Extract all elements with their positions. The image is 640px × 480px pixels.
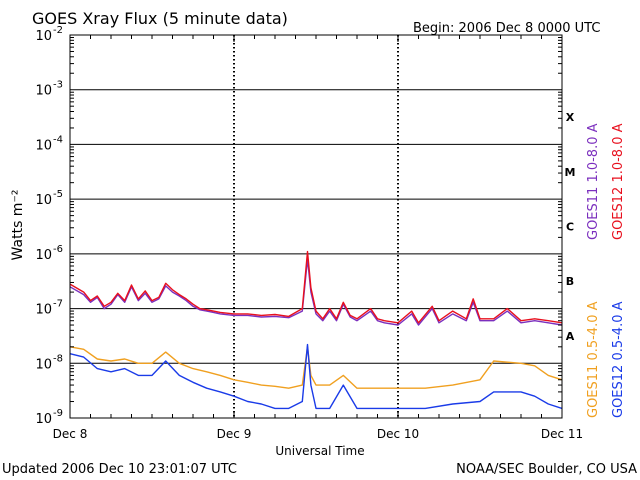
flare-class-label: B — [566, 275, 574, 288]
y-tick-label: 10 — [35, 412, 52, 427]
x-axis-label: Universal Time — [275, 444, 364, 458]
x-tick-label: Dec 10 — [377, 427, 419, 441]
x-tick-label: Dec 8 — [53, 427, 88, 441]
flare-class-label: X — [566, 111, 575, 124]
y-tick-label: 10 — [35, 193, 52, 208]
y-tick-exponent: -3 — [53, 80, 63, 91]
flare-class-label: A — [566, 330, 575, 343]
y-tick-exponent: -4 — [53, 134, 63, 145]
source-label: NOAA/SEC Boulder, CO USA — [456, 462, 637, 477]
plot-area — [70, 34, 562, 419]
legend-entry: GOES12 1.0-8.0 A — [611, 123, 626, 240]
legend-entry: GOES11 1.0-8.0 A — [586, 123, 601, 240]
series-line — [69, 346, 563, 389]
y-tick-exponent: -8 — [53, 353, 63, 364]
flare-class-label: C — [566, 221, 574, 234]
y-tick-exponent: -6 — [53, 244, 63, 255]
y-tick-label: 10 — [35, 29, 52, 44]
flare-class-label: M — [565, 166, 576, 179]
series-line — [69, 258, 563, 326]
plot-border — [69, 34, 563, 419]
legend: GOES11 1.0-8.0 A GOES12 1.0-8.0 A GOES11 0… — [586, 123, 626, 418]
legend-entry: GOES12 0.5-4.0 A — [611, 301, 626, 418]
series-line — [69, 250, 563, 324]
begin-label: Begin: 2006 Dec 8 0000 UTC — [413, 21, 600, 36]
y-tick-exponent: -2 — [53, 25, 63, 36]
y-tick-label: 10 — [35, 303, 52, 318]
y-tick-exponent: -7 — [53, 299, 63, 310]
y-tick-exponent: -9 — [53, 408, 63, 419]
y-tick-label: 10 — [35, 84, 52, 99]
chart-title: GOES Xray Flux (5 minute data) — [32, 9, 288, 28]
y-tick-label: 10 — [35, 357, 52, 372]
updated-label: Updated 2006 Dec 10 23:01:07 UTC — [2, 462, 237, 477]
x-tick-label: Dec 9 — [217, 427, 252, 441]
x-tick-label: Dec 11 — [541, 427, 583, 441]
series-line — [69, 343, 563, 410]
series-group — [69, 250, 563, 410]
y-tick-exponent: -5 — [53, 189, 63, 200]
y-tick-label: 10 — [35, 248, 52, 263]
y-axis-label: Watts m⁻² — [10, 190, 26, 261]
y-tick-label: 10 — [35, 138, 52, 153]
legend-entry: GOES11 0.5-4.0 A — [586, 301, 601, 418]
